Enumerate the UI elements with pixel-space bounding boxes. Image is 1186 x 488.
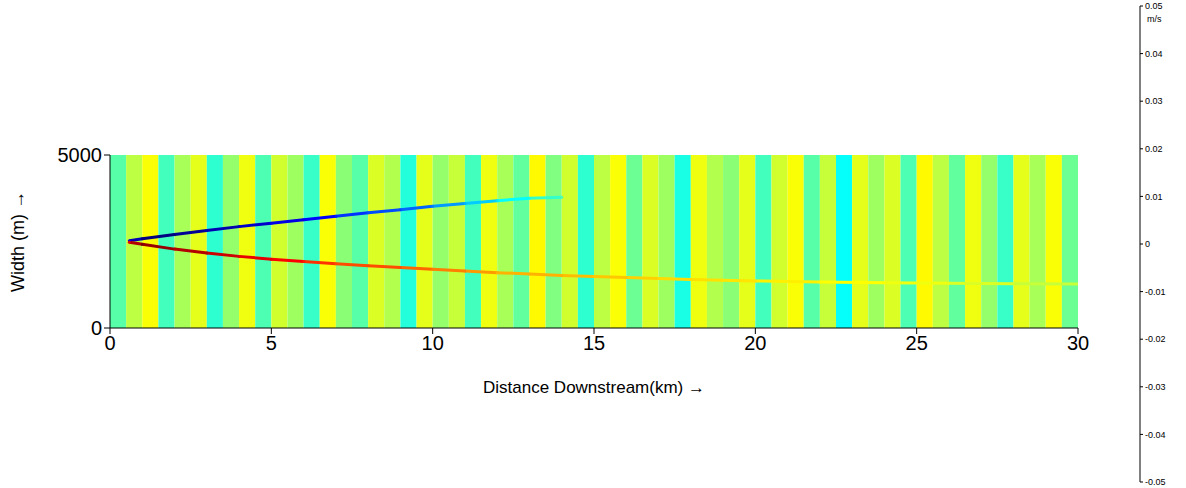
svg-text:5: 5 [266,332,277,354]
svg-text:5000: 5000 [58,144,103,166]
svg-text:-0.05: -0.05 [1145,477,1166,487]
svg-text:0.02: 0.02 [1145,144,1163,154]
svg-text:0.04: 0.04 [1145,49,1163,59]
svg-text:-0.01: -0.01 [1145,287,1166,297]
svg-text:Distance Downstream(km) →: Distance Downstream(km) → [483,378,705,397]
svg-text:15: 15 [583,332,605,354]
svg-text:-0.03: -0.03 [1145,382,1166,392]
svg-text:0.01: 0.01 [1145,192,1163,202]
svg-text:-0.04: -0.04 [1145,430,1166,440]
svg-text:30: 30 [1067,332,1089,354]
svg-text:Width (m) →: Width (m) → [8,191,28,292]
svg-text:20: 20 [744,332,766,354]
svg-text:0.03: 0.03 [1145,96,1163,106]
svg-text:0: 0 [1145,239,1150,249]
svg-text:0: 0 [91,317,102,339]
html-text:m/s: m/s [1147,14,1162,24]
svg-text:0: 0 [104,332,115,354]
svg-text:0.05: 0.05 [1145,1,1163,11]
svg-text:-0.02: -0.02 [1145,334,1166,344]
svg-text:10: 10 [422,332,444,354]
svg-text:25: 25 [906,332,928,354]
